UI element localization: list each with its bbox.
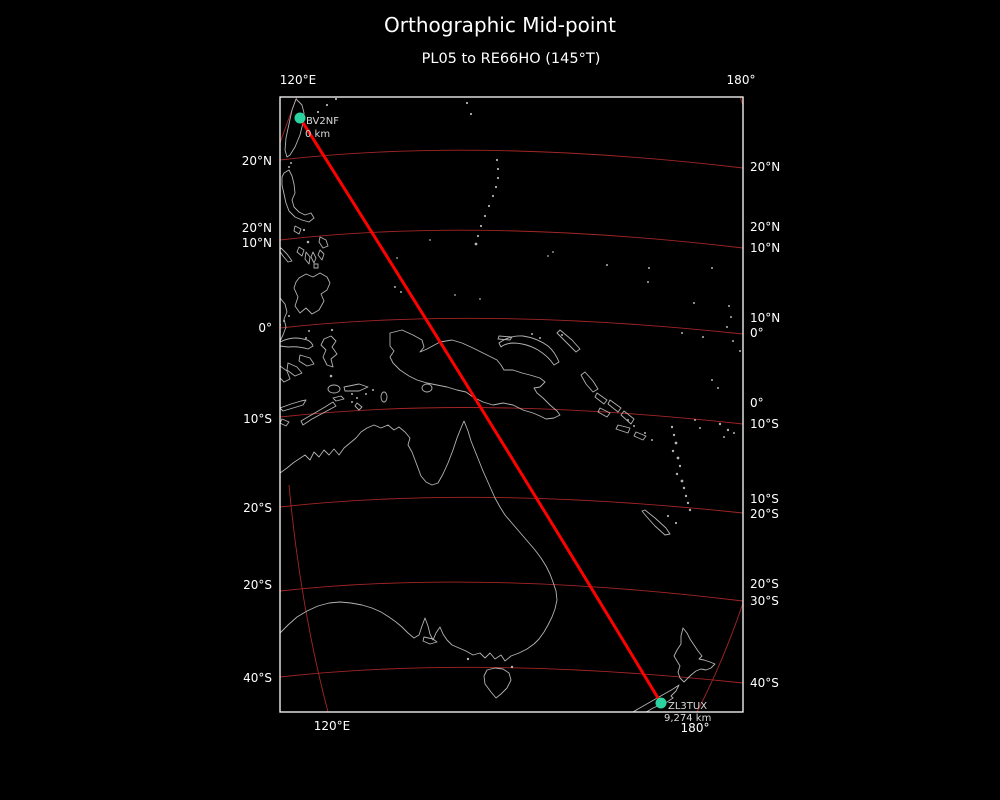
coast-leyte: [317, 249, 325, 261]
marker-start: [294, 112, 306, 124]
coast-flores: [280, 399, 307, 412]
coast-bougainville: [580, 371, 599, 393]
parallel-0: [280, 317, 743, 335]
lat-label-left: 0°: [258, 321, 272, 335]
meridian-180-lower: [696, 601, 743, 712]
lat-label-left: 20°S: [243, 501, 272, 515]
coast-panay: [296, 246, 305, 257]
coast-taiwan: [284, 98, 305, 158]
coastlines: [280, 98, 716, 712]
lat-label-right: 10°S: [750, 492, 779, 506]
coast-makira: [633, 431, 647, 441]
lat-label-left: 20°N: [241, 154, 272, 168]
coast-tanimbar: [354, 402, 363, 411]
lat-label-right: 20°N: [750, 160, 781, 174]
lat-label-right: 0°: [750, 326, 764, 340]
lat-label-left: 40°S: [243, 671, 272, 685]
coast-aru: [380, 391, 388, 403]
parallel-10n: [280, 229, 743, 249]
coast-seram: [343, 383, 369, 392]
coast-wetar: [332, 395, 345, 402]
lat-label-right: 0°: [750, 396, 764, 410]
coast-new-britain: [498, 335, 560, 366]
coast-tasmania: [483, 667, 512, 699]
coast-halmahera: [320, 335, 338, 368]
coast-new-guinea: [389, 329, 561, 420]
page-subtitle: PL05 to RE66HO (145°T): [421, 51, 601, 67]
lon-label-top: 120°E: [279, 73, 317, 87]
graticule: [280, 97, 743, 712]
coast-new-ireland: [556, 329, 581, 353]
coast-australia: [280, 420, 558, 662]
coast-sulawesi-north: [280, 337, 314, 350]
lat-label-right: 10°S: [750, 417, 779, 431]
coast-buru: [327, 384, 341, 394]
coast-palawan: [280, 247, 293, 263]
meridian-120e-lower: [288, 484, 329, 712]
lat-label-left: 10°N: [241, 236, 272, 250]
coast-cebu: [310, 251, 317, 264]
coast-borneo-edge: [280, 297, 288, 342]
coast-yos-sudarso: [421, 383, 433, 393]
page-title: Orthographic Mid-point: [384, 13, 616, 37]
lat-label-left: 20°N: [241, 221, 272, 235]
lat-label-right: 40°S: [750, 676, 779, 690]
route-markers: [294, 112, 667, 709]
start-callsign-label: BV2NF: [306, 116, 339, 127]
coast-timor: [300, 401, 337, 426]
coast-luzon: [281, 169, 315, 223]
coast-manus: [497, 335, 513, 341]
coast-nz-south-island: [632, 684, 680, 712]
lat-label-left: 10°S: [243, 412, 272, 426]
parallel-30s: [280, 581, 743, 602]
coast-bohol: [313, 263, 319, 269]
coast-negros: [304, 251, 311, 265]
coast-sulawesi-se: [286, 362, 303, 377]
start-distance-label: 0 km: [305, 129, 331, 140]
coast-guadalcanal: [615, 424, 631, 434]
lat-label-right: 10°N: [750, 241, 781, 255]
coast-new-caledonia: [641, 509, 671, 536]
lon-label-top: 180°: [726, 73, 756, 87]
parallel-40s: [280, 666, 743, 684]
parallel-10s: [280, 407, 743, 425]
coast-malaita: [620, 410, 635, 425]
island-dots: [280, 97, 741, 669]
coast-mindanao: [293, 272, 331, 315]
parallel-20s: [280, 496, 743, 514]
meridian-180-upper: [739, 97, 743, 107]
marker-end: [655, 697, 667, 709]
lat-label-right: 20°S: [750, 507, 779, 521]
coast-sulawesi-south: [280, 365, 291, 383]
route-line: [298, 116, 663, 705]
coast-santa-isabel: [607, 399, 622, 413]
lat-label-right: 20°S: [750, 577, 779, 591]
end-distance-label: 9,274 km: [664, 713, 712, 724]
lon-label-bottom: 120°E: [313, 719, 351, 733]
coast-samar: [318, 236, 329, 249]
lat-label-right: 20°N: [750, 220, 781, 234]
coast-new-georgia: [597, 407, 611, 418]
lat-label-left: 20°S: [243, 578, 272, 592]
coast-mindoro: [293, 225, 302, 235]
coast-nz-north-island: [673, 627, 716, 683]
coast-sumba: [280, 418, 290, 427]
end-callsign-label: ZL3TUX: [668, 701, 708, 712]
coast-choiseul: [594, 392, 608, 405]
lat-label-right: 10°N: [750, 311, 781, 325]
lon-label-bottom: 180°: [680, 721, 710, 735]
coast-kangaroo-island: [422, 636, 438, 645]
map-frame: [279, 96, 744, 713]
parallel-20n: [280, 149, 743, 169]
lat-label-right: 30°S: [750, 594, 779, 608]
coast-sulawesi-east: [298, 354, 315, 367]
